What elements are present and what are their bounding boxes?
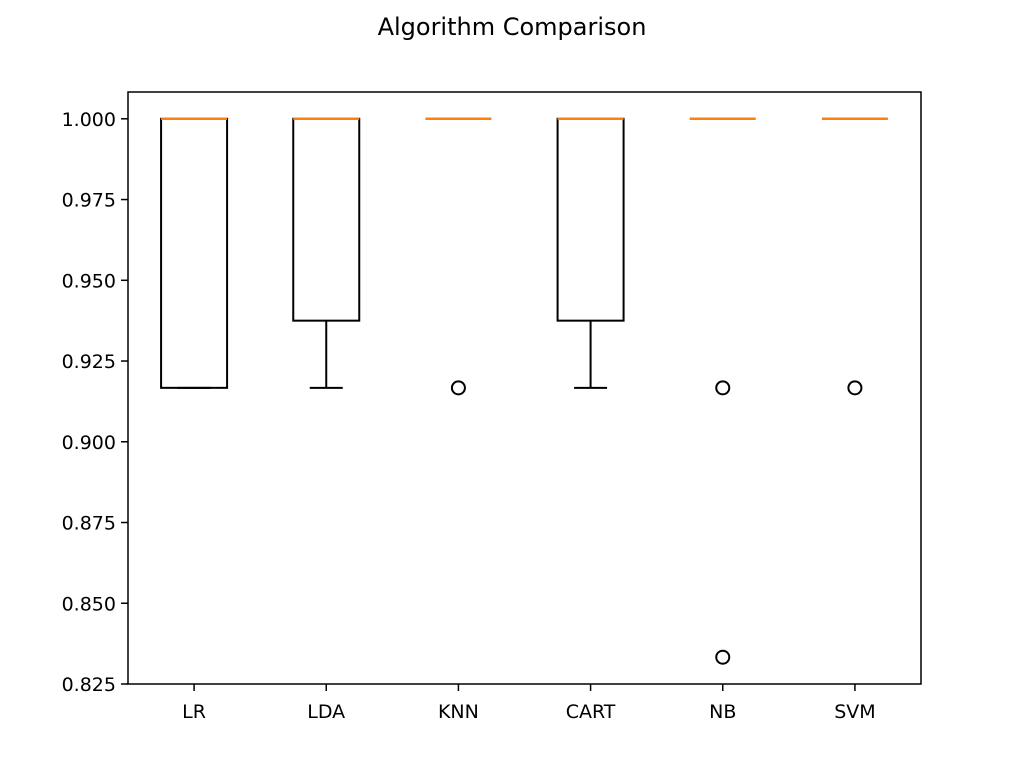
y-tick-label: 1.000 [62, 109, 116, 131]
x-tick-label: LR [182, 701, 206, 723]
y-tick-label: 0.900 [62, 432, 116, 454]
outlier-point [715, 380, 731, 396]
outlier-point [847, 380, 863, 396]
x-tick-label: SVM [834, 701, 875, 723]
y-tick-label: 0.975 [62, 190, 116, 212]
y-tick-label: 0.925 [62, 351, 116, 373]
x-tick-label: KNN [438, 701, 479, 723]
x-tick-label: LDA [307, 701, 345, 723]
box-cart [556, 117, 625, 322]
y-tick-label: 0.850 [62, 593, 116, 615]
plot-area: 1.000 0.975 0.950 0.925 0.900 0.875 0.850 0.825… [62, 91, 922, 723]
x-tick-label: CART [566, 701, 616, 723]
x-tick-label: NB [709, 701, 736, 723]
y-tick-label: 0.825 [62, 674, 116, 696]
outlier-point [450, 380, 466, 396]
plot-frame [127, 91, 922, 685]
y-tick-label: 0.875 [62, 513, 116, 535]
box-lda [292, 117, 361, 322]
box-lr [160, 117, 229, 389]
y-tick-label: 0.950 [62, 270, 116, 292]
chart-title: Algorithm Comparison [378, 13, 647, 41]
outlier-point [715, 649, 731, 665]
